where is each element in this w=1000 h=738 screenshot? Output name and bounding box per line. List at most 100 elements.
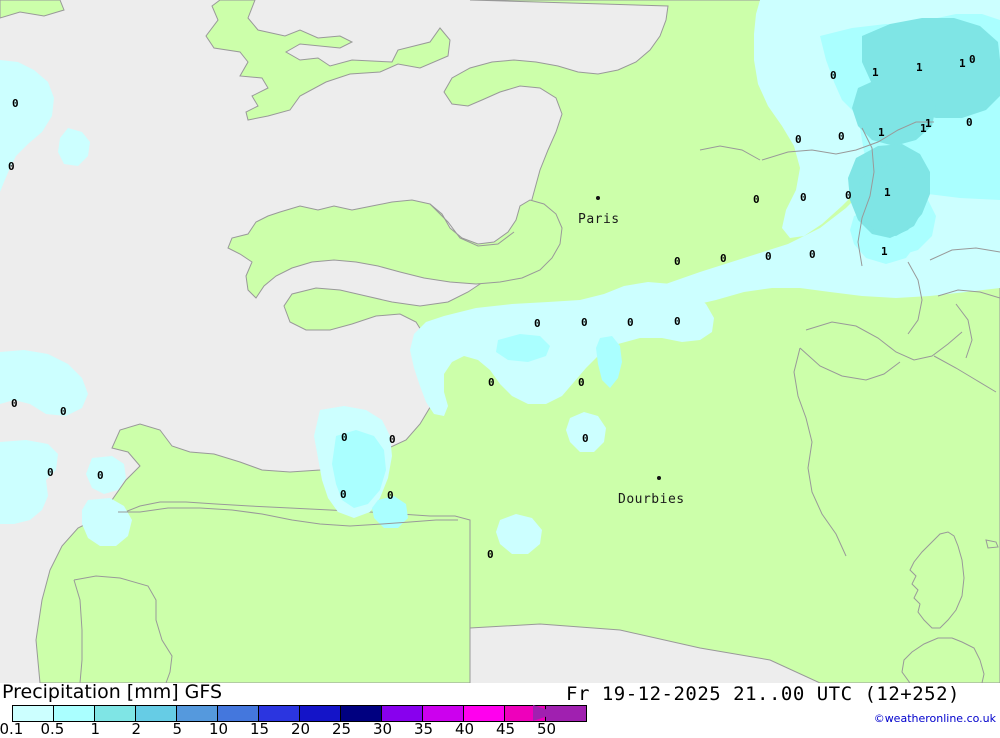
- color-tick-20: 20: [291, 720, 311, 738]
- grid-value: 0: [387, 489, 394, 502]
- precip-patch-biscay-2: [0, 440, 58, 524]
- copyright-notice: ©weatheronline.co.uk: [873, 712, 996, 725]
- grid-value: 0: [341, 431, 348, 444]
- land-sardinia: [901, 637, 985, 683]
- land-britain: [205, 0, 451, 121]
- border-de-internal-2: [937, 289, 1000, 299]
- grid-value: 0: [8, 160, 15, 173]
- grid-value: 0: [765, 250, 772, 263]
- color-tick-10: 10: [209, 720, 229, 738]
- grid-value: 0: [674, 315, 681, 328]
- grid-value: 0: [838, 130, 845, 143]
- border-de-w: [857, 127, 875, 267]
- precip-patch-loire: [496, 334, 550, 362]
- grid-value: 1: [916, 61, 923, 74]
- coast-normandy: [429, 203, 515, 247]
- color-tick-0.1: 0.1: [0, 720, 24, 738]
- color-scale-ticks: 0.1 0.5 1 2 5 10 15 20 25 30 35 40 45 50: [0, 720, 560, 738]
- color-tick-30: 30: [373, 720, 393, 738]
- precip-patch-biscay: [0, 350, 88, 416]
- precip-core-alsace: [858, 164, 924, 236]
- border-de-internal: [929, 247, 1000, 261]
- grid-value: 0: [809, 248, 816, 261]
- precip-patch-garonne: [410, 282, 714, 416]
- color-swatch-11: [464, 706, 505, 721]
- land-islet: [985, 539, 999, 549]
- border-it-n: [933, 355, 997, 393]
- precip-patch-nw-blob: [58, 128, 90, 166]
- city-dot-paris: [596, 196, 600, 200]
- color-tick-1: 1: [90, 720, 101, 738]
- border-pt-es: [73, 579, 83, 683]
- grid-value: 1: [920, 122, 927, 135]
- border-group: [73, 121, 1000, 683]
- map-canvas: [0, 0, 1000, 683]
- border-ch-s: [799, 347, 901, 381]
- grid-value: 0: [795, 133, 802, 146]
- grid-value: 0: [674, 255, 681, 268]
- precip-patch-galicia: [86, 456, 126, 494]
- color-swatch-1: [54, 706, 95, 721]
- grid-value: 0: [47, 466, 54, 479]
- grid-value: 0: [488, 376, 495, 389]
- color-swatch-10: [423, 706, 464, 721]
- grid-value: 0: [12, 97, 19, 110]
- grid-value: 1: [878, 126, 885, 139]
- color-tick-45: 45: [496, 720, 516, 738]
- grid-value: 0: [800, 191, 807, 204]
- color-tick-35: 35: [414, 720, 434, 738]
- color-swatch-2: [95, 706, 136, 721]
- precip-patch-cevennes: [566, 412, 606, 452]
- color-scale-bar[interactable]: [12, 705, 587, 722]
- grid-value: 0: [845, 189, 852, 202]
- grid-value: 1: [881, 245, 888, 258]
- border-fr-be: [761, 121, 934, 161]
- precipitation-map[interactable]: Paris Dourbies 0 0 0 0 0 0 0 0 0 0 0 0 0 0 0 0 0 0 0 0 0 0 0 0 0…: [0, 0, 1000, 683]
- land-ireland-fragment: [0, 0, 65, 19]
- color-swatch-8: [341, 706, 382, 721]
- color-swatch-6: [259, 706, 300, 721]
- color-tick-2: 2: [131, 720, 142, 738]
- precip-patch-rhone: [596, 336, 622, 388]
- color-tick-50: 50: [537, 720, 557, 738]
- border-fr-es: [118, 507, 458, 527]
- precip-patch-nw-ocean: [0, 60, 54, 192]
- grid-value: 0: [389, 433, 396, 446]
- land-brittany: [227, 199, 563, 299]
- precip-patch-small-green: [332, 430, 386, 508]
- color-tick-40: 40: [455, 720, 475, 738]
- color-swatch-7: [300, 706, 341, 721]
- grid-value: 1: [884, 186, 891, 199]
- grid-value: 0: [534, 317, 541, 330]
- grid-value: 0: [11, 397, 18, 410]
- grid-value: 0: [578, 376, 585, 389]
- border-es-internal: [73, 575, 173, 683]
- border-fr-it: [793, 347, 847, 557]
- border-de-internal-3: [955, 303, 973, 359]
- precip-core-lux: [852, 78, 936, 146]
- grid-value: 1: [925, 117, 932, 130]
- grid-value: 0: [60, 405, 67, 418]
- grid-value: 0: [720, 252, 727, 265]
- color-tick-25: 25: [332, 720, 352, 738]
- border-fr-internal-n: [699, 145, 761, 161]
- land-corsica: [909, 531, 965, 629]
- grid-value: 0: [340, 488, 347, 501]
- precip-patch-ne-spain-coast: [82, 498, 132, 546]
- land-iberia: [35, 501, 471, 683]
- grid-value: 0: [581, 316, 588, 329]
- color-swatch-3: [136, 706, 177, 721]
- precip-patch-pyrenees-e: [372, 496, 408, 528]
- city-label-paris: Paris: [578, 212, 620, 227]
- color-swatch-5: [218, 706, 259, 721]
- color-tick-5: 5: [172, 720, 183, 738]
- color-swatch-4: [177, 706, 218, 721]
- border-ch: [805, 321, 963, 361]
- grid-value: 0: [969, 53, 976, 66]
- grid-value: 0: [97, 469, 104, 482]
- grid-value: 0: [830, 69, 837, 82]
- color-swatch-9: [382, 706, 423, 721]
- precip-patch-center: [496, 514, 542, 554]
- color-swatch-0: [13, 706, 54, 721]
